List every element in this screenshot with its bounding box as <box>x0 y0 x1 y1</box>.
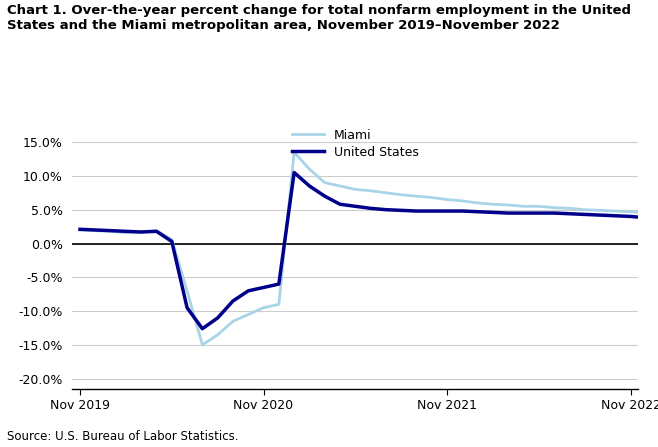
Text: Source: U.S. Bureau of Labor Statistics.: Source: U.S. Bureau of Labor Statistics. <box>7 430 238 443</box>
Legend: Miami, United States: Miami, United States <box>292 129 418 159</box>
Text: Chart 1. Over-the-year percent change for total nonfarm employment in the United: Chart 1. Over-the-year percent change fo… <box>7 4 630 33</box>
